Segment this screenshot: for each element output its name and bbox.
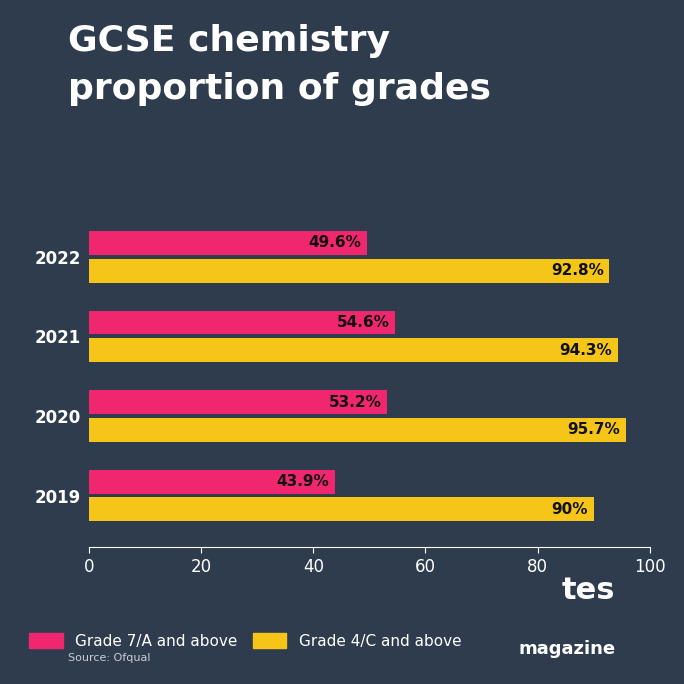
Bar [89,418,626,442]
Bar [89,231,367,255]
Text: 43.9%: 43.9% [277,474,330,489]
Text: 92.8%: 92.8% [551,263,604,278]
Text: 53.2%: 53.2% [329,395,382,410]
Bar [89,390,387,414]
Text: GCSE chemistry: GCSE chemistry [68,24,391,58]
Bar [89,259,609,282]
Text: 94.3%: 94.3% [560,343,612,358]
Text: proportion of grades: proportion of grades [68,72,491,106]
Text: tes: tes [562,577,616,605]
Text: 95.7%: 95.7% [567,423,620,437]
Bar [89,470,335,494]
Bar [89,497,594,521]
Legend: Grade 7/A and above, Grade 4/C and above: Grade 7/A and above, Grade 4/C and above [29,633,461,649]
Text: 49.6%: 49.6% [308,235,362,250]
Text: 90%: 90% [551,502,588,517]
Text: 54.6%: 54.6% [337,315,390,330]
Bar [89,311,395,334]
Text: Source: Ofqual: Source: Ofqual [68,653,151,663]
Text: magazine: magazine [518,640,616,658]
Bar [89,339,618,363]
